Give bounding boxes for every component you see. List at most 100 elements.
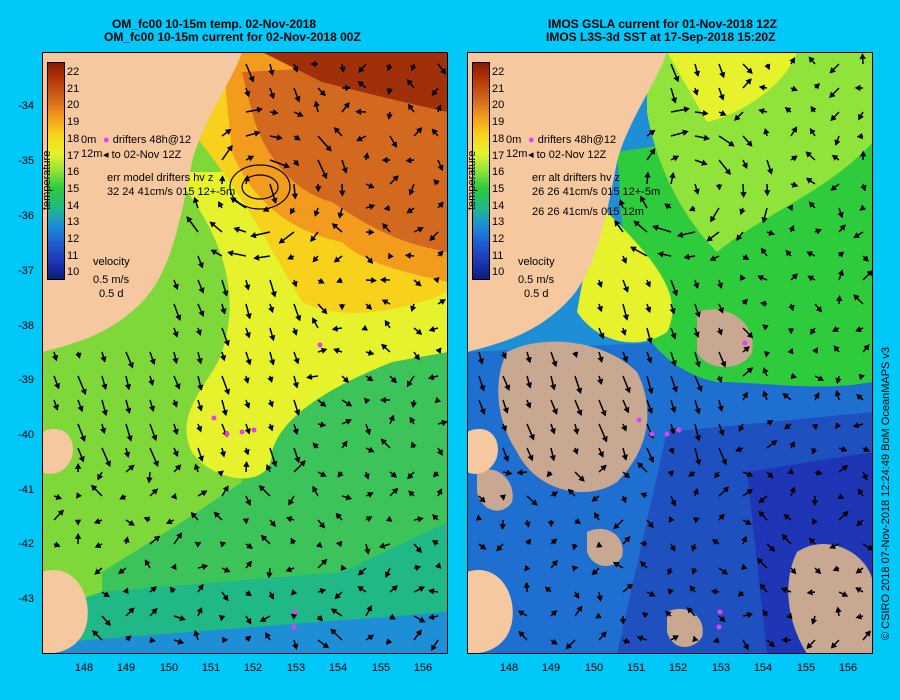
current-arrow-head — [151, 488, 159, 495]
current-arrow-head — [830, 114, 837, 122]
current-arrow-head — [689, 585, 696, 592]
current-arrow-head — [859, 53, 866, 60]
current-arrow-head — [719, 71, 726, 79]
current-arrow-head — [197, 261, 204, 269]
colorbar-tick: 18 — [492, 132, 505, 145]
current-arrow-head — [703, 134, 710, 141]
current-arrow-head — [407, 472, 414, 480]
current-vectors — [475, 53, 873, 651]
current-arrow-head — [551, 491, 559, 498]
current-arrow-head — [306, 373, 313, 381]
current-arrow-head — [864, 630, 871, 637]
current-arrow-head — [334, 592, 341, 600]
current-arrow-head — [791, 155, 798, 162]
current-arrow-head — [410, 401, 417, 408]
drifters-label: ● drifters 48h@12 — [103, 134, 192, 146]
colorbar-tick: 14 — [492, 199, 505, 212]
current-arrow-head — [836, 295, 843, 302]
current-arrow-head — [806, 642, 813, 649]
colorbar-tick: 18 — [67, 132, 80, 145]
current-arrow-head — [222, 485, 229, 493]
current-arrow-head — [479, 408, 486, 415]
current-arrow-head — [245, 358, 252, 366]
current-arrow-head — [639, 540, 647, 547]
current-arrow-head — [172, 331, 179, 338]
lon-tick-label: 156 — [838, 662, 858, 674]
current-arrow-head — [428, 613, 435, 620]
current-arrow-head — [694, 361, 701, 368]
drifters-sub-label: ◂ to 02-Nov 12Z — [103, 149, 182, 161]
current-arrow-head — [626, 583, 634, 590]
depth-top-label: 0m — [81, 134, 97, 146]
velocity-time: 0.5 d — [524, 288, 549, 300]
current-arrow-head — [247, 155, 255, 162]
current-arrow-head — [246, 542, 253, 549]
current-arrow-head — [267, 400, 274, 408]
current-arrow-head — [271, 460, 278, 468]
current-arrow-head — [500, 352, 507, 360]
right-legend: 22 21 20 19 18 17 16 15 14 13 12 11 10 t… — [466, 62, 717, 300]
current-arrow-head — [285, 566, 292, 573]
current-arrow-head — [859, 150, 867, 157]
err-line1: err model drifters hv z — [107, 172, 214, 184]
lon-tick-label: 151 — [201, 662, 221, 674]
current-arrow-head — [103, 591, 110, 598]
current-arrow-head — [735, 446, 742, 453]
current-arrow-head — [669, 172, 676, 179]
current-arrow-head — [245, 499, 252, 506]
current-arrow-head — [437, 250, 444, 257]
current-arrow-head — [620, 496, 627, 504]
current-arrow-head — [153, 535, 161, 542]
current-arrow-head — [696, 385, 703, 393]
current-arrow-head — [812, 347, 818, 354]
current-arrow-head — [640, 195, 646, 203]
current-arrow-head — [831, 154, 839, 161]
current-arrow-head — [337, 212, 344, 219]
current-arrow-head — [430, 644, 437, 651]
current-arrow-head — [718, 513, 725, 520]
flinders-island — [467, 428, 498, 474]
current-arrow-head — [622, 286, 629, 293]
current-arrow-head — [761, 216, 768, 224]
current-arrow-head — [93, 518, 101, 525]
lon-tick-label: 156 — [413, 662, 433, 674]
current-arrow-head — [100, 427, 107, 435]
lat-tick-label: -39 — [18, 374, 34, 386]
mainland-australia — [467, 52, 667, 352]
current-arrow-head — [243, 461, 250, 468]
current-arrow-head — [736, 234, 743, 241]
current-arrow-head — [787, 204, 793, 212]
current-arrow-head — [333, 256, 341, 263]
current-arrow-head — [672, 635, 679, 641]
current-arrow-head — [361, 324, 368, 331]
current-arrow-head — [758, 84, 766, 91]
current-arrow-head — [576, 387, 583, 395]
current-arrow-head — [809, 127, 816, 135]
current-arrow-head — [711, 539, 719, 545]
current-arrow-head — [691, 568, 698, 575]
current-arrow-head — [596, 541, 603, 548]
current-arrow-head — [368, 203, 376, 210]
lon-tick-label: 150 — [159, 662, 179, 674]
current-arrow-head — [832, 565, 840, 572]
current-arrow-head — [406, 380, 413, 388]
current-arrow-head — [77, 405, 84, 413]
right-title-line2: IMOS L3S-3d SST at 17-Sep-2018 15:20Z — [546, 30, 776, 44]
colorbar-tick: 13 — [67, 216, 80, 229]
current-arrow-head — [758, 497, 765, 504]
current-arrow-head — [767, 168, 774, 175]
current-arrow-head — [316, 541, 323, 548]
err-line1: err alt drifters hv z — [532, 172, 621, 184]
current-arrow-head — [762, 324, 769, 331]
current-arrow-head — [339, 66, 346, 73]
current-arrow-head — [739, 208, 746, 216]
current-arrow-head — [862, 255, 869, 262]
current-arrow-head — [810, 105, 817, 113]
hottest-region — [262, 52, 448, 112]
colorbar-tick: 11 — [492, 249, 504, 262]
colorbar-ticks: 22 21 20 19 18 17 16 15 14 13 12 11 10 — [67, 64, 79, 281]
current-arrow-head — [197, 384, 204, 391]
current-arrow-head — [591, 495, 599, 502]
current-arrow-head — [336, 277, 343, 284]
current-arrow-head — [572, 565, 579, 572]
